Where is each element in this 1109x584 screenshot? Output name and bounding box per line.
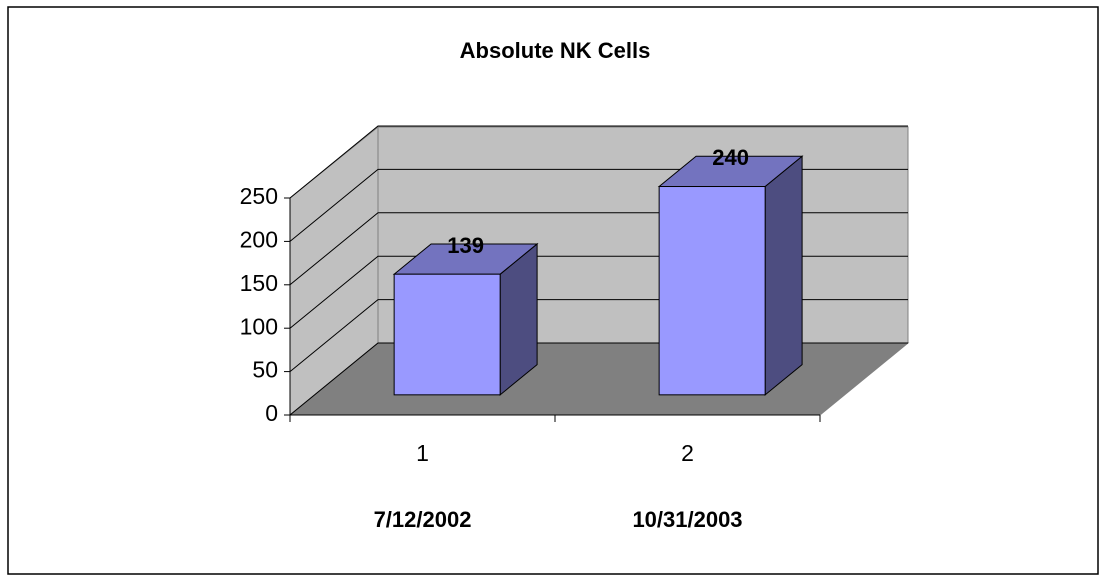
bar [393, 273, 501, 396]
x-date-label: 10/31/2003 [632, 507, 742, 532]
chart-title: Absolute NK Cells [460, 38, 651, 63]
x-tick-label: 2 [681, 440, 694, 466]
y-tick-label: 200 [240, 226, 278, 252]
floor [288, 342, 910, 416]
y-tick-label: 250 [240, 183, 278, 209]
data-label: 240 [712, 145, 749, 170]
data-label: 139 [447, 233, 484, 258]
x-tick-label: 1 [416, 440, 429, 466]
y-tick-label: 0 [265, 400, 278, 426]
x-date-label: 7/12/2002 [374, 507, 472, 532]
grid-line [289, 125, 908, 199]
y-tick-label: 50 [252, 357, 278, 383]
y-tick-label: 150 [240, 270, 278, 296]
bar [658, 186, 766, 396]
bar-side [764, 155, 803, 396]
y-tick-label: 100 [240, 313, 278, 339]
